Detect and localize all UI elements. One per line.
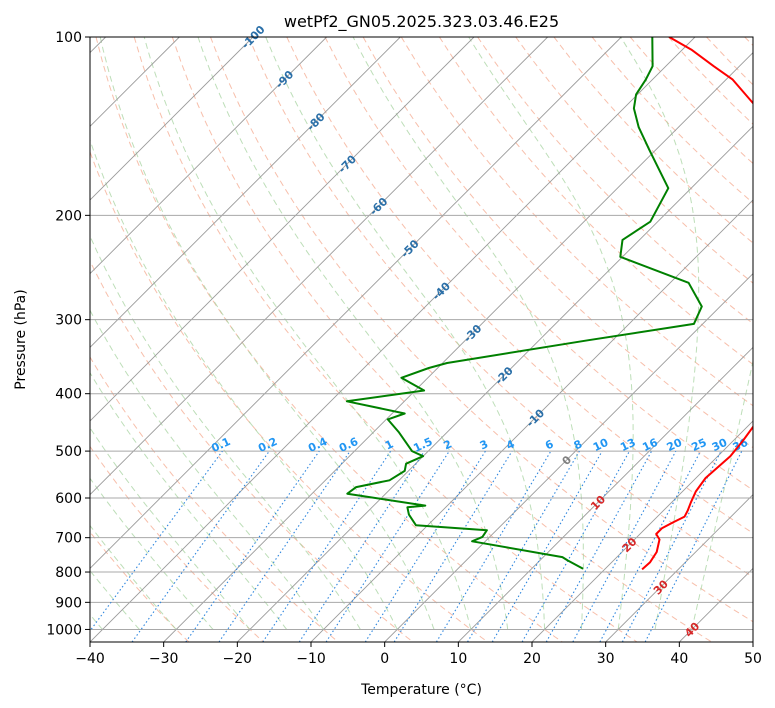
- isotherm-line: [605, 494, 753, 642]
- dry-adiabat-line: [248, 37, 753, 578]
- mixing-ratio-line: [467, 450, 580, 642]
- isotherm-line: [384, 273, 753, 642]
- plot-area: [90, 37, 753, 642]
- moist-adiabat-line: [143, 37, 472, 630]
- x-tick-label: −40: [75, 651, 105, 667]
- moist-adiabat-line: [90, 524, 177, 630]
- mixing-ratio-label: 25: [689, 436, 708, 454]
- moist-adiabat-line: [90, 309, 324, 630]
- dry-adiabat-line: [90, 150, 488, 642]
- moist-adiabat-line: [99, 37, 435, 630]
- mixing-ratio-label: 10: [591, 436, 611, 454]
- moist-adiabat-line: [691, 358, 753, 630]
- mixing-ratio-label: 16: [640, 436, 660, 454]
- dewpoint-line: [345, 37, 703, 570]
- y-tick-label: 700: [55, 531, 82, 547]
- mixing-ratio-line: [491, 450, 603, 642]
- y-tick-label: 1000: [46, 622, 82, 638]
- dry-adiabat-line: [95, 37, 563, 642]
- mixing-ratio-line: [393, 450, 513, 642]
- y-tick-label: 300: [55, 313, 82, 329]
- x-tick-label: 20: [523, 651, 541, 667]
- mixing-ratio-line: [325, 450, 450, 642]
- mixing-ratio-line: [435, 450, 552, 642]
- x-tick-label: 0: [380, 651, 389, 667]
- y-tick-label: 600: [55, 491, 82, 507]
- mixing-ratio-line: [572, 450, 677, 642]
- moist-adiabat-line: [197, 37, 509, 630]
- isotherm-line: [90, 37, 475, 422]
- axes: −40 −30 −20 −10 0 10 20 30 40 50 100 200 300 400 500 60…: [46, 30, 762, 667]
- x-axis-label: Temperature (°C): [360, 682, 482, 698]
- moist-adiabat-line: [90, 569, 140, 630]
- isotherm-line: [90, 37, 254, 201]
- background-lines: [90, 37, 753, 642]
- plot-frame: [89, 36, 754, 643]
- temperature-line: [641, 37, 753, 571]
- y-tick-label: 400: [55, 387, 82, 403]
- dry-adiabat-line: [438, 37, 753, 366]
- x-tick-label: −10: [296, 651, 326, 667]
- moist-adiabat-line: [468, 37, 634, 630]
- series-lines: [345, 37, 753, 571]
- isotherm-line: [90, 37, 696, 642]
- y-tick-label: 100: [55, 30, 82, 46]
- moist-adiabat-line: [90, 138, 398, 630]
- y-tick-label: 800: [55, 565, 82, 581]
- moist-adiabat-line: [90, 427, 251, 630]
- x-tick-label: 50: [744, 651, 762, 667]
- mixing-ratio-line: [545, 450, 653, 642]
- x-tick-label: −20: [223, 651, 253, 667]
- x-tick-label: 40: [670, 651, 688, 667]
- y-axis-label: Pressure (hPa): [13, 289, 29, 389]
- isotherm-line: [310, 199, 753, 642]
- x-tick-label: 30: [597, 651, 615, 667]
- mixing-ratio-line: [364, 450, 486, 642]
- dry-adiabat-line: [90, 356, 339, 642]
- moist-adiabat-line: [352, 37, 584, 630]
- moist-adiabat-line: [90, 234, 361, 630]
- mixing-ratio-label: 13: [618, 436, 637, 454]
- isotherm-line: [90, 37, 622, 569]
- isotherm-line: [90, 37, 548, 496]
- moist-adiabat-line: [620, 37, 700, 630]
- mixing-ratio-label: 20: [665, 436, 685, 454]
- x-tick-label: −30: [149, 651, 179, 667]
- dry-adiabat-line: [210, 37, 753, 623]
- dry-adiabat-line: [171, 37, 712, 642]
- mixing-ratio-line: [218, 450, 351, 642]
- mixing-ratio-line: [521, 450, 630, 642]
- isotherm-line: [458, 346, 753, 642]
- x-tick-label: 10: [449, 651, 467, 667]
- mixing-ratio-label: 30: [710, 436, 730, 454]
- mixing-ratio-line: [185, 450, 320, 642]
- y-tick-label: 200: [55, 208, 82, 224]
- dry-adiabat-line: [90, 445, 264, 642]
- isotherm-line: [531, 420, 753, 642]
- y-tick-label: 500: [55, 444, 82, 460]
- moist-adiabat-line: [90, 371, 288, 630]
- dry-adiabat-line: [477, 37, 753, 325]
- isotherm-line: [163, 52, 753, 642]
- moist-adiabat-line: [90, 477, 214, 630]
- y-tick-label: 900: [55, 595, 82, 611]
- isotherm-line: [90, 37, 327, 275]
- dry-adiabat-line: [324, 37, 753, 491]
- dry-adiabat-line: [133, 37, 638, 642]
- isotherm-line: [237, 125, 753, 642]
- isotherm-line: [90, 37, 401, 348]
- moist-adiabat-line: [265, 37, 546, 630]
- chart-title: wetPf2_GN05.2025.323.03.46.E25: [284, 12, 559, 32]
